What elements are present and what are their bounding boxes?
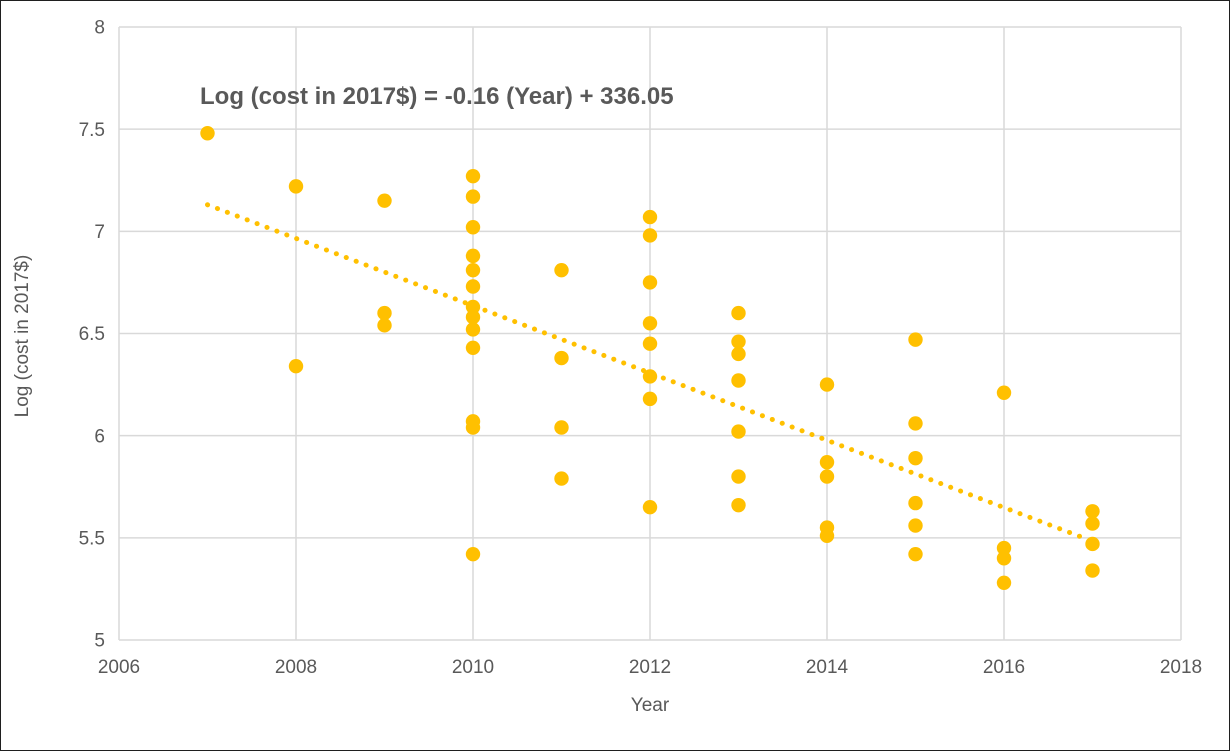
data-point — [731, 346, 746, 362]
data-point — [908, 495, 923, 511]
data-point — [819, 528, 835, 543]
data-point — [554, 471, 569, 486]
data-point — [465, 546, 481, 562]
x-tick-label: 2018 — [1160, 657, 1202, 678]
data-point — [465, 248, 481, 264]
x-tick-label: 2014 — [806, 657, 849, 678]
x-tick-label: 2010 — [452, 657, 494, 678]
data-point — [465, 309, 481, 325]
data-point — [642, 391, 658, 407]
x-tick-label: 2006 — [98, 657, 140, 678]
x-tick-label: 2008 — [275, 657, 317, 678]
data-point — [377, 193, 392, 208]
data-point — [908, 332, 923, 347]
data-point — [996, 540, 1012, 556]
y-tick-label: 8 — [94, 18, 105, 39]
x-tick-label: 2016 — [983, 657, 1025, 678]
data-point — [288, 358, 304, 374]
y-tick-label: 6.5 — [79, 324, 105, 345]
data-point — [642, 499, 658, 515]
x-tick-label: 2012 — [629, 657, 671, 678]
data-point — [996, 551, 1012, 566]
data-point — [465, 299, 481, 315]
data-point — [731, 373, 746, 388]
data-point — [819, 377, 835, 392]
data-point — [288, 179, 304, 194]
data-point — [642, 336, 658, 351]
data-point — [819, 469, 835, 484]
data-point — [731, 497, 746, 513]
y-tick-label: 5.5 — [79, 528, 105, 549]
data-point — [465, 340, 481, 356]
data-point — [1085, 516, 1100, 531]
data-point — [731, 424, 746, 439]
data-point — [465, 168, 481, 184]
data-point — [908, 518, 923, 533]
data-point — [731, 305, 746, 321]
data-point — [642, 275, 658, 290]
data-point — [731, 334, 746, 349]
data-point — [1085, 504, 1100, 519]
data-point — [465, 420, 481, 435]
y-tick-label: 6 — [94, 426, 105, 447]
data-point — [465, 262, 481, 278]
data-point — [1085, 563, 1100, 578]
data-point — [908, 546, 923, 562]
y-tick-label: 7.5 — [79, 120, 105, 141]
y-tick-label: 7 — [94, 222, 105, 243]
data-point — [819, 455, 835, 470]
y-axis-title: Log (cost in 2017$) — [12, 254, 33, 418]
data-point — [642, 369, 658, 384]
y-tick-label: 5 — [94, 631, 105, 652]
data-point — [908, 416, 923, 431]
data-point — [200, 126, 215, 141]
data-point — [996, 575, 1012, 590]
data-point — [465, 189, 481, 204]
data-point — [642, 209, 658, 225]
data-point — [554, 262, 569, 278]
data-point — [996, 385, 1012, 400]
data-point — [1085, 536, 1100, 552]
data-point — [642, 316, 658, 331]
data-point — [465, 220, 481, 235]
data-point — [554, 420, 569, 435]
data-point — [554, 350, 569, 366]
data-point — [377, 318, 392, 333]
data-point — [642, 228, 658, 243]
trendline-equation-label: Log (cost in 2017$) = -0.16 (Year) + 336… — [200, 83, 674, 110]
data-point — [465, 322, 481, 337]
data-point — [377, 305, 392, 321]
data-point — [465, 279, 481, 294]
x-axis-title: Year — [630, 695, 670, 716]
data-point — [908, 450, 923, 466]
data-point — [731, 469, 746, 484]
